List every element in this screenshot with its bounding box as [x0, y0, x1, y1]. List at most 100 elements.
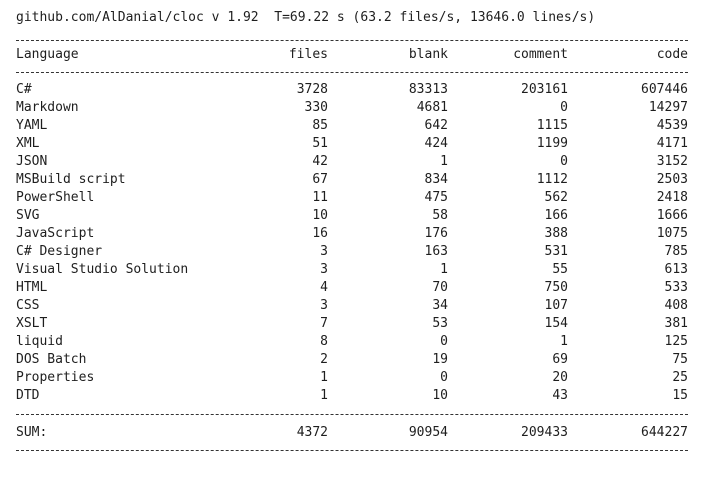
language-cell: CSS: [16, 298, 40, 313]
count-cell: 51: [312, 136, 328, 151]
count-cell: 55: [552, 262, 568, 277]
count-cell: 408: [664, 298, 688, 313]
count-cell: 533: [664, 280, 688, 295]
language-cell: DOS Batch: [16, 352, 87, 367]
sum-cell: 4372: [296, 425, 328, 440]
sum-label: SUM:: [16, 425, 48, 440]
count-cell: 67: [312, 172, 328, 187]
language-cell: SVG: [16, 208, 40, 223]
count-cell: 20: [552, 370, 568, 385]
count-cell: 3: [320, 244, 328, 259]
count-cell: 388: [544, 226, 568, 241]
count-cell: 176: [424, 226, 448, 241]
header-line: github.com/AlDanial/cloc v 1.92 T=69.22 …: [16, 10, 596, 25]
language-cell: liquid: [16, 334, 63, 349]
count-cell: 25: [672, 370, 688, 385]
count-cell: 0: [560, 154, 568, 169]
count-cell: 10: [312, 208, 328, 223]
count-cell: 4539: [656, 118, 688, 133]
count-cell: 85: [312, 118, 328, 133]
separator: [16, 40, 688, 41]
count-cell: 8: [320, 334, 328, 349]
language-cell: JSON: [16, 154, 48, 169]
count-cell: 531: [544, 244, 568, 259]
count-cell: 166: [544, 208, 568, 223]
count-cell: 83313: [408, 82, 448, 97]
count-cell: 1075: [656, 226, 688, 241]
count-cell: 1: [560, 334, 568, 349]
count-cell: 0: [440, 334, 448, 349]
count-cell: 475: [424, 190, 448, 205]
count-cell: 1115: [536, 118, 568, 133]
count-cell: 642: [424, 118, 448, 133]
language-cell: C# Designer: [16, 244, 103, 259]
column-header: Language: [16, 47, 79, 62]
count-cell: 3152: [656, 154, 688, 169]
language-cell: HTML: [16, 280, 48, 295]
count-cell: 2503: [656, 172, 688, 187]
language-cell: XML: [16, 136, 40, 151]
count-cell: 562: [544, 190, 568, 205]
separator: [16, 414, 688, 415]
count-cell: 70: [432, 280, 448, 295]
count-cell: 2: [320, 352, 328, 367]
sum-cell: 209433: [521, 425, 568, 440]
count-cell: 0: [440, 370, 448, 385]
count-cell: 1: [440, 154, 448, 169]
count-cell: 34: [432, 298, 448, 313]
count-cell: 3: [320, 298, 328, 313]
language-cell: Visual Studio Solution: [16, 262, 189, 277]
count-cell: 163: [424, 244, 448, 259]
count-cell: 2418: [656, 190, 688, 205]
count-cell: 75: [672, 352, 688, 367]
count-cell: 750: [544, 280, 568, 295]
count-cell: 7: [320, 316, 328, 331]
language-cell: Markdown: [16, 100, 79, 115]
language-cell: Properties: [16, 370, 95, 385]
count-cell: 69: [552, 352, 568, 367]
count-cell: 381: [664, 316, 688, 331]
language-cell: DTD: [16, 388, 40, 403]
count-cell: 125: [664, 334, 688, 349]
count-cell: 3: [320, 262, 328, 277]
count-cell: 203161: [521, 82, 568, 97]
sum-cell: 90954: [408, 425, 448, 440]
count-cell: 4171: [656, 136, 688, 151]
count-cell: 1: [320, 370, 328, 385]
column-header: code: [656, 47, 688, 62]
count-cell: 10: [432, 388, 448, 403]
count-cell: 1112: [536, 172, 568, 187]
count-cell: 3728: [296, 82, 328, 97]
count-cell: 53: [432, 316, 448, 331]
column-header: comment: [513, 47, 568, 62]
count-cell: 43: [552, 388, 568, 403]
count-cell: 607446: [641, 82, 688, 97]
count-cell: 154: [544, 316, 568, 331]
language-cell: C#: [16, 82, 32, 97]
count-cell: 19: [432, 352, 448, 367]
column-header: files: [288, 47, 328, 62]
count-cell: 42: [312, 154, 328, 169]
language-cell: JavaScript: [16, 226, 95, 241]
count-cell: 1: [320, 388, 328, 403]
count-cell: 15: [672, 388, 688, 403]
separator: [16, 450, 688, 451]
count-cell: 424: [424, 136, 448, 151]
count-cell: 330: [304, 100, 328, 115]
count-cell: 1666: [656, 208, 688, 223]
count-cell: 834: [424, 172, 448, 187]
count-cell: 613: [664, 262, 688, 277]
sum-cell: 644227: [641, 425, 688, 440]
count-cell: 1199: [536, 136, 568, 151]
count-cell: 4681: [416, 100, 448, 115]
language-cell: MSBuild script: [16, 172, 126, 187]
count-cell: 58: [432, 208, 448, 223]
language-cell: PowerShell: [16, 190, 95, 205]
count-cell: 785: [664, 244, 688, 259]
count-cell: 11: [312, 190, 328, 205]
language-cell: YAML: [16, 118, 48, 133]
column-header: blank: [408, 47, 448, 62]
count-cell: 1: [440, 262, 448, 277]
count-cell: 16: [312, 226, 328, 241]
